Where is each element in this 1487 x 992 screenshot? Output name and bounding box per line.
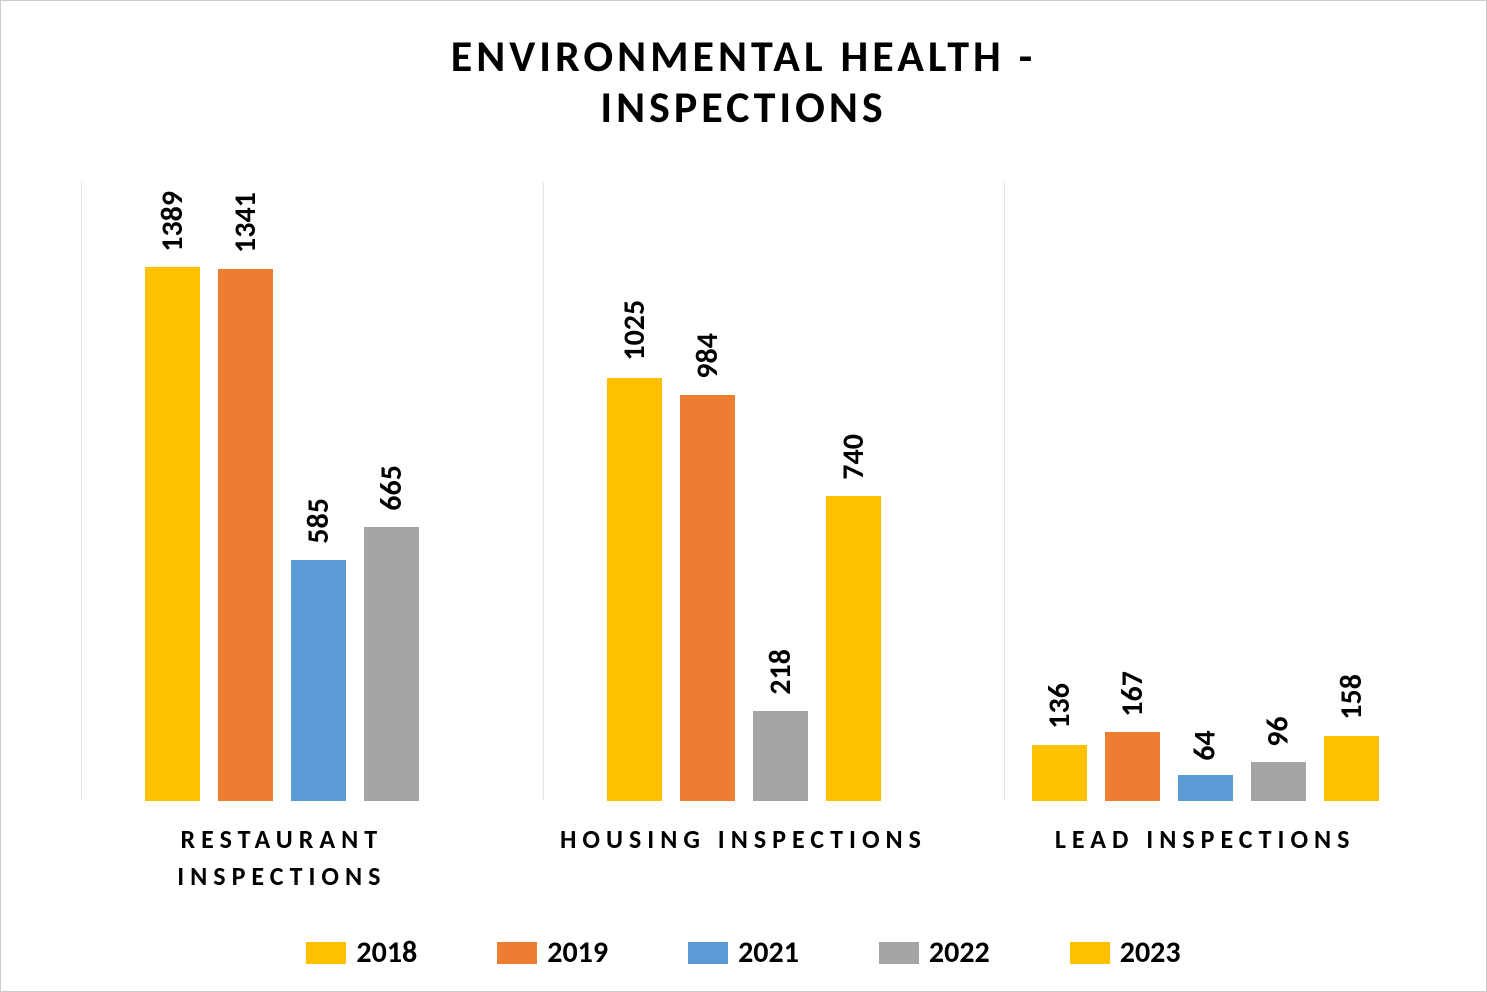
chart-title: ENVIRONMENTAL HEALTH - INSPECTIONS <box>51 31 1436 132</box>
bar <box>826 496 881 801</box>
bar-wrap: 136 <box>1032 182 1087 801</box>
legend-label: 2023 <box>1120 934 1181 971</box>
plot-area: 1389134158566510259842187401361676496158 <box>51 182 1436 801</box>
bar-value-label: 1025 <box>592 300 676 361</box>
bar <box>218 269 273 801</box>
bar-value-label: 158 <box>1319 674 1385 720</box>
bar-wrap: 665 <box>364 182 419 801</box>
bar-value-label: 665 <box>359 465 425 511</box>
legend: 2018 2019 2021 2022 2023 <box>51 924 1436 971</box>
bar-value-label: 136 <box>1027 683 1093 729</box>
bar <box>680 395 735 801</box>
category-label: HOUSING INSPECTIONS <box>543 821 945 894</box>
bar-wrap: 585 <box>291 182 346 801</box>
legend-label: 2018 <box>356 934 417 971</box>
bar <box>607 378 662 801</box>
legend-swatch <box>1070 942 1110 964</box>
bar-wrap: 64 <box>1178 182 1233 801</box>
bar <box>364 527 419 801</box>
legend-swatch <box>879 942 919 964</box>
bar-value-label: 984 <box>675 333 741 379</box>
category-label: RESTAURANT INSPECTIONS <box>81 821 483 894</box>
bar-wrap: 984 <box>680 182 735 801</box>
legend-label: 2019 <box>547 934 608 971</box>
bar-wrap: 1389 <box>145 182 200 801</box>
bar-value-label: 740 <box>821 434 887 480</box>
chart-title-line2: INSPECTIONS <box>51 82 1436 133</box>
bar-value-label: 96 <box>1255 717 1302 747</box>
category-label: LEAD INSPECTIONS <box>1004 821 1406 894</box>
legend-label: 2021 <box>738 934 799 971</box>
bar-wrap: 96 <box>1251 182 1306 801</box>
bar <box>1178 775 1233 801</box>
bar-value-label: 1389 <box>134 191 213 252</box>
bar-value-label: 585 <box>286 498 352 544</box>
bar-wrap: 167 <box>1105 182 1160 801</box>
legend-item: 2023 <box>1070 934 1181 971</box>
bar-group: 1361676496158 <box>1004 182 1406 801</box>
bar <box>291 560 346 801</box>
bar-wrap: 218 <box>753 182 808 801</box>
legend-label: 2022 <box>929 934 990 971</box>
legend-item: 2021 <box>688 934 799 971</box>
bar <box>753 711 808 801</box>
bar-wrap: 740 <box>826 182 881 801</box>
bar-value-label: 1341 <box>205 192 286 253</box>
bar-wrap: 1341 <box>218 182 273 801</box>
legend-item: 2022 <box>879 934 990 971</box>
legend-item: 2018 <box>306 934 417 971</box>
bar-value-label: 64 <box>1182 730 1229 760</box>
bar-wrap: 158 <box>1324 182 1379 801</box>
chart-title-line1: ENVIRONMENTAL HEALTH - <box>51 31 1436 82</box>
bar-value-label: 167 <box>1100 671 1166 717</box>
bar <box>1105 732 1160 801</box>
bar <box>145 267 200 801</box>
bar-wrap: 1025 <box>607 182 662 801</box>
category-axis: RESTAURANT INSPECTIONS HOUSING INSPECTION… <box>51 801 1436 924</box>
bar <box>1251 762 1306 802</box>
chart-area: 1389134158566510259842187401361676496158… <box>51 182 1436 971</box>
bar-value-label: 218 <box>748 650 814 696</box>
legend-swatch <box>306 942 346 964</box>
bar-group: 13891341585665 <box>81 182 483 801</box>
bar <box>1032 745 1087 801</box>
bar-group: 1025984218740 <box>543 182 945 801</box>
legend-item: 2019 <box>497 934 608 971</box>
legend-swatch <box>497 942 537 964</box>
bar <box>1324 736 1379 801</box>
legend-swatch <box>688 942 728 964</box>
